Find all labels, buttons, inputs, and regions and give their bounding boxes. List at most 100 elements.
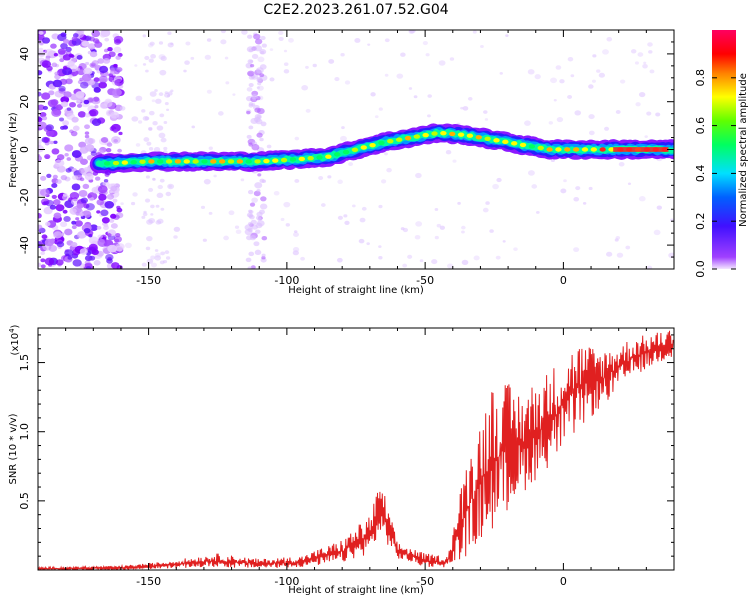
noise-speckle	[378, 245, 382, 249]
noise-speckle	[116, 205, 121, 210]
noise-speckle	[84, 134, 90, 139]
ridge-peak	[210, 159, 217, 164]
ridge-peak	[564, 147, 571, 152]
noise-speckle	[58, 117, 65, 122]
noise-speckle	[473, 255, 480, 261]
noise-speckle	[115, 245, 124, 252]
noise-speckle	[642, 64, 648, 69]
noise-speckle	[280, 217, 285, 221]
ridge-peak	[307, 155, 314, 161]
noise-speckle	[434, 235, 439, 240]
noise-speckle	[408, 87, 413, 90]
noise-speckle	[485, 201, 490, 205]
noise-speckle	[553, 99, 557, 102]
noise-speckle	[634, 61, 639, 65]
noise-speckle	[97, 238, 106, 245]
noise-speckle	[604, 126, 610, 131]
noise-speckle	[78, 141, 87, 148]
noise-column-speckle	[255, 215, 262, 220]
noise-column-speckle	[246, 134, 252, 139]
noise-speckle	[384, 73, 389, 77]
noise-speckle	[71, 183, 81, 191]
noise-speckle	[104, 200, 115, 209]
noise-speckle	[51, 108, 62, 117]
noise-speckle	[53, 231, 63, 239]
noise-column-speckle	[159, 260, 165, 265]
noise-speckle	[646, 265, 653, 269]
noise-speckle	[556, 116, 564, 123]
ridge-peak	[449, 131, 456, 137]
colorbar: 0.0 0.2 0.4 0.6 0.8 Normalized spectral ampl…	[694, 30, 749, 278]
noise-column-speckle	[164, 250, 170, 255]
x-tick-label: -150	[136, 274, 161, 287]
noise-speckle	[71, 175, 79, 180]
noise-column-speckle	[261, 235, 268, 241]
ridge-peak	[546, 147, 553, 152]
noise-column-speckle	[154, 249, 159, 252]
noise-speckle	[98, 81, 107, 89]
noise-speckle	[336, 257, 343, 263]
noise-speckle	[71, 220, 77, 225]
noise-speckle	[83, 167, 90, 172]
noise-speckle	[283, 49, 288, 53]
noise-column-speckle	[246, 235, 253, 241]
noise-speckle	[548, 121, 553, 125]
noise-speckle	[256, 86, 260, 89]
noise-speckle	[110, 185, 118, 192]
noise-speckle	[64, 152, 69, 157]
noise-speckle	[378, 204, 383, 209]
noise-column-speckle	[254, 249, 262, 255]
noise-speckle	[97, 185, 108, 194]
noise-speckle	[208, 146, 213, 150]
ridge-peak	[413, 134, 421, 139]
ridge-peak	[183, 159, 190, 164]
noise-speckle	[588, 130, 595, 136]
noise-column-speckle	[152, 177, 156, 181]
noise-speckle	[85, 203, 95, 211]
noise-speckle	[82, 183, 90, 190]
noise-speckle	[97, 58, 105, 64]
ridge-peak	[351, 147, 359, 152]
noise-speckle	[407, 254, 413, 259]
noise-speckle	[84, 124, 90, 130]
noise-speckle	[630, 49, 637, 54]
noise-speckle	[110, 123, 121, 132]
noise-speckle	[110, 69, 117, 75]
noise-column-speckle	[244, 224, 253, 231]
noise-speckle	[131, 116, 139, 122]
noise-column-speckle	[167, 183, 175, 190]
noise-speckle	[62, 125, 69, 130]
noise-speckle	[54, 159, 65, 168]
noise-speckle	[64, 249, 74, 257]
noise-speckle	[246, 87, 253, 92]
noise-column-speckle	[246, 110, 251, 115]
noise-speckle	[224, 56, 229, 60]
noise-column-speckle	[149, 41, 155, 46]
noise-speckle	[119, 106, 126, 111]
noise-speckle	[415, 172, 422, 179]
noise-speckle	[320, 203, 326, 207]
noise-column-speckle	[259, 73, 265, 78]
noise-speckle	[115, 232, 121, 238]
noise-speckle	[431, 259, 438, 265]
noise-speckle	[204, 54, 212, 60]
noise-speckle	[52, 79, 63, 88]
noise-speckle	[260, 35, 266, 41]
noise-column-speckle	[159, 113, 165, 118]
noise-speckle	[367, 43, 371, 46]
noise-speckle	[94, 105, 99, 109]
colorbar-tick-label: 0.2	[694, 212, 707, 230]
y-tick-label: 1.5	[18, 354, 31, 372]
noise-speckle	[340, 135, 347, 142]
noise-speckle	[49, 140, 54, 145]
noise-speckle	[84, 255, 93, 262]
x-tick-label: -100	[274, 575, 299, 588]
noise-speckle	[283, 201, 291, 208]
noise-speckle	[81, 40, 90, 47]
noise-column-speckle	[248, 125, 254, 130]
noise-speckle	[106, 142, 113, 147]
noise-speckle	[100, 209, 109, 217]
noise-speckle	[110, 223, 118, 229]
noise-speckle	[96, 199, 105, 206]
noise-speckle	[273, 190, 280, 196]
